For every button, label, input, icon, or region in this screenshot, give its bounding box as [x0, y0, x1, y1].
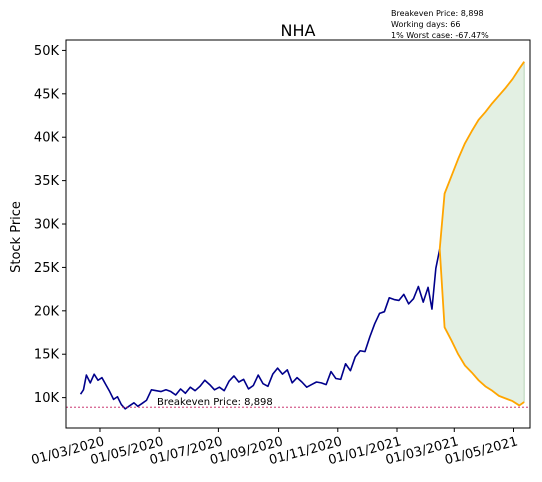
history-price-line	[79, 249, 441, 410]
y-tick-label: 35K	[34, 174, 60, 189]
chart-title: NHA	[281, 21, 316, 40]
y-tick-label: 15K	[34, 348, 60, 363]
forecast-lower-line	[438, 249, 525, 407]
forecast-band-layer	[439, 61, 525, 406]
info-breakeven: Breakeven Price: 8,898	[391, 9, 484, 18]
info-worst-case: 1% Worst case: -67.47%	[391, 31, 489, 40]
forecast-upper-line	[438, 61, 525, 250]
y-tick-label: 20K	[34, 304, 60, 319]
y-tick-label: 10K	[34, 391, 60, 406]
info-working-days: Working days: 66	[391, 20, 461, 29]
plot-frame	[65, 39, 531, 429]
history-layer	[79, 249, 441, 410]
y-axis: 10K 15K 20K 25K 30K 35K 40K 45K 50K	[34, 44, 66, 406]
y-axis-label: Stock Price	[9, 201, 24, 273]
y-tick-label: 50K	[34, 44, 60, 59]
y-tick-label: 30K	[34, 218, 60, 233]
forecast-layer	[438, 61, 525, 407]
x-axis: 01/03/202001/05/202001/07/202001/09/2020…	[30, 428, 520, 468]
forecast-band-area	[439, 61, 525, 406]
y-tick-label: 25K	[34, 261, 60, 276]
breakeven-label: Breakeven Price: 8,898	[157, 397, 273, 408]
y-tick-label: 45K	[34, 87, 60, 102]
y-tick-label: 40K	[34, 131, 60, 146]
